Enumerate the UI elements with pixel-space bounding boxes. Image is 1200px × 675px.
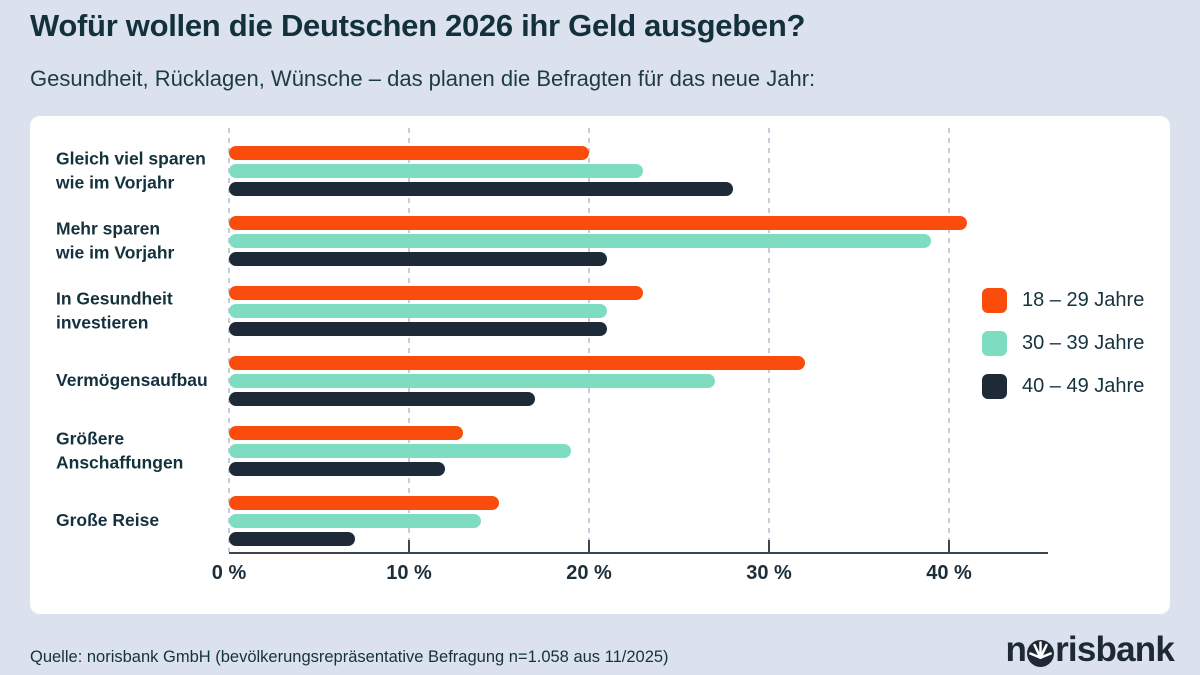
legend-swatch — [982, 374, 1007, 399]
bar-series-1 — [229, 496, 499, 510]
bar-series-3 — [229, 182, 733, 196]
bar-series-3 — [229, 392, 535, 406]
x-axis-tick-label: 40 % — [926, 562, 972, 584]
source-note: Quelle: norisbank GmbH (bevölkerungsrepr… — [30, 648, 669, 666]
gridline-10% — [408, 128, 410, 552]
bar-series-1 — [229, 146, 589, 160]
bar-series-3 — [229, 532, 355, 546]
legend-item: 18 – 29 Jahre — [982, 288, 1144, 313]
gridline-0% — [228, 128, 230, 552]
logo-text-suffix: risbank — [1055, 630, 1175, 669]
bar-series-2 — [229, 234, 931, 248]
bar-series-2 — [229, 164, 643, 178]
norisbank-fan-icon — [1027, 639, 1055, 667]
bar-series-1 — [229, 216, 967, 230]
norisbank-logo: n risbank — [1006, 630, 1175, 670]
category-label: Gleich viel sparen wie im Vorjahr — [56, 148, 206, 192]
category-label: Größere Anschaffungen — [56, 428, 184, 472]
x-axis-tick — [588, 540, 590, 552]
x-axis-tick — [768, 540, 770, 552]
gridline-20% — [588, 128, 590, 552]
header: Wofür wollen die Deutschen 2026 ihr Geld… — [30, 0, 1170, 92]
plot-area: 18 – 29 Jahre 30 – 39 Jahre 40 – 49 Jahre … — [30, 116, 1170, 614]
category-label: Vermögensaufbau — [56, 370, 208, 391]
bar-series-1 — [229, 356, 805, 370]
bar-series-2 — [229, 304, 607, 318]
gridline-40% — [948, 128, 950, 552]
page-subtitle: Gesundheit, Rücklagen, Wünsche – das pla… — [30, 66, 816, 91]
legend-label: 30 – 39 Jahre — [1022, 332, 1145, 354]
legend-swatch — [982, 288, 1007, 313]
x-axis-line — [229, 552, 1048, 554]
category-label: Große Reise — [56, 510, 160, 531]
legend-item: 30 – 39 Jahre — [982, 331, 1144, 356]
legend-swatch — [982, 331, 1007, 356]
bar-series-3 — [229, 322, 607, 336]
bar-series-1 — [229, 286, 643, 300]
legend-item: 40 – 49 Jahre — [982, 374, 1144, 399]
x-axis-tick — [948, 540, 950, 552]
bar-series-1 — [229, 426, 463, 440]
bar-series-2 — [229, 514, 481, 528]
bar-series-3 — [229, 462, 445, 476]
chart-card: 18 – 29 Jahre 30 – 39 Jahre 40 – 49 Jahre … — [30, 116, 1170, 614]
legend-label: 40 – 49 Jahre — [1022, 375, 1145, 397]
x-axis-tick-label: 30 % — [746, 562, 792, 584]
x-axis-tick — [408, 540, 410, 552]
category-label: Mehr sparen wie im Vorjahr — [56, 218, 175, 262]
x-axis-tick-label: 0 % — [211, 562, 247, 584]
bar-series-2 — [229, 444, 571, 458]
bar-series-3 — [229, 252, 607, 266]
legend-label: 18 – 29 Jahre — [1022, 289, 1145, 311]
page-title: Wofür wollen die Deutschen 2026 ihr Geld… — [30, 8, 806, 43]
logo-text-prefix: n — [1005, 630, 1027, 669]
x-axis-tick-label: 10 % — [386, 562, 432, 584]
bar-series-2 — [229, 374, 715, 388]
category-label: In Gesundheit investieren — [56, 288, 173, 332]
gridline-30% — [768, 128, 770, 552]
x-axis-tick-label: 20 % — [566, 562, 612, 584]
